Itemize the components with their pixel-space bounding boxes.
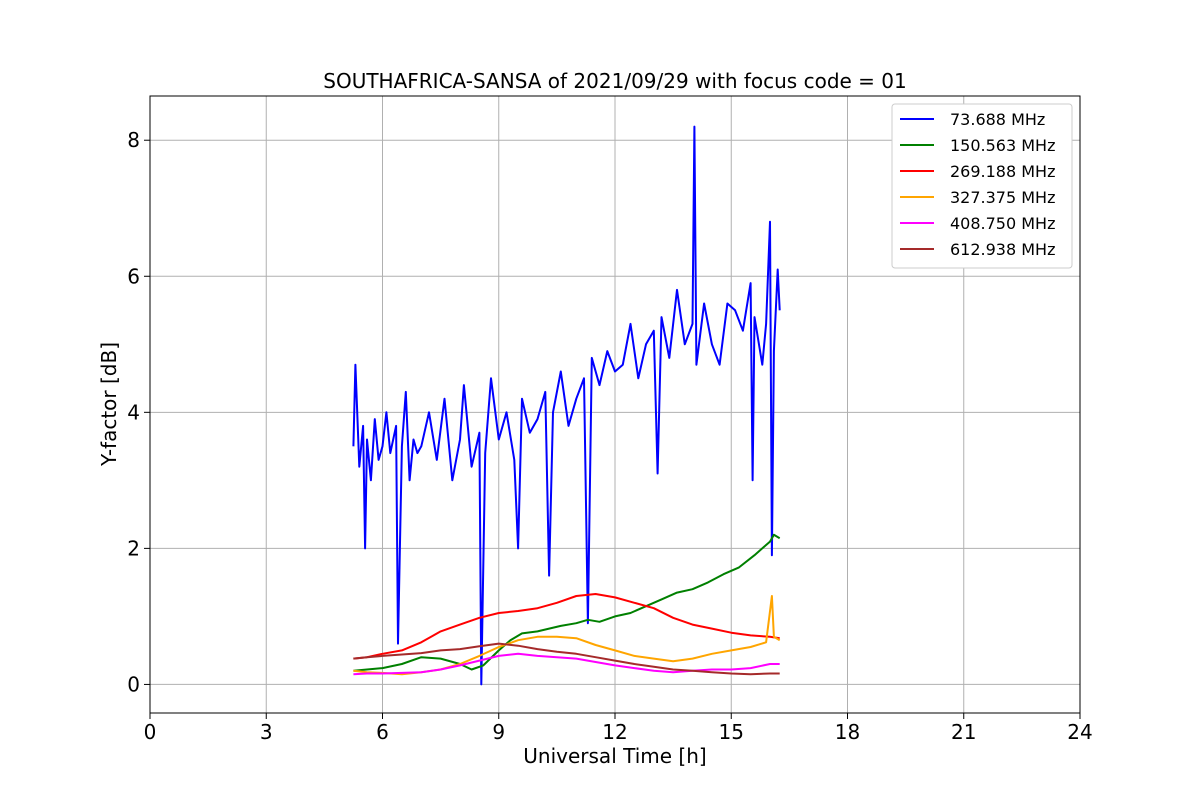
y-tick-label: 6 xyxy=(127,264,140,288)
y-axis-label: Y-factor [dB] xyxy=(97,342,121,467)
legend-entry: 327.375 MHz xyxy=(950,188,1055,207)
y-tick-label: 8 xyxy=(127,128,140,152)
series-layer xyxy=(352,125,781,686)
legend-entry: 408.750 MHz xyxy=(950,214,1055,233)
x-tick-label: 24 xyxy=(1067,720,1092,744)
series-line xyxy=(352,125,781,686)
x-tick-label: 0 xyxy=(144,720,157,744)
legend: 73.688 MHz 150.563 MHz 269.188 MHz 327.375 … xyxy=(891,103,1073,269)
legend-entry: 150.563 MHz xyxy=(950,136,1055,155)
x-tick-label: 12 xyxy=(602,720,627,744)
y-tick-label: 0 xyxy=(127,672,140,696)
series-line xyxy=(353,533,781,672)
x-tick-label: 18 xyxy=(835,720,860,744)
x-tick-label: 21 xyxy=(951,720,976,744)
legend-box xyxy=(891,103,1073,269)
legend-entry: 269.188 MHz xyxy=(950,162,1055,181)
x-tick-label: 9 xyxy=(492,720,505,744)
x-tick-label: 3 xyxy=(260,720,273,744)
x-tick-label: 6 xyxy=(376,720,389,744)
y-tick-label: 2 xyxy=(127,536,140,560)
chart-title: SOUTHAFRICA-SANSA of 2021/09/29 with foc… xyxy=(323,69,907,93)
series-line xyxy=(353,593,780,660)
y-tick-label: 4 xyxy=(127,400,140,424)
x-tick-label: 15 xyxy=(719,720,744,744)
legend-entry: 73.688 MHz xyxy=(950,110,1045,129)
series-line xyxy=(353,642,780,676)
legend-entry: 612.938 MHz xyxy=(950,240,1055,259)
x-axis-label: Universal Time [h] xyxy=(523,744,706,768)
series-line xyxy=(353,652,780,676)
series-line xyxy=(353,595,781,676)
